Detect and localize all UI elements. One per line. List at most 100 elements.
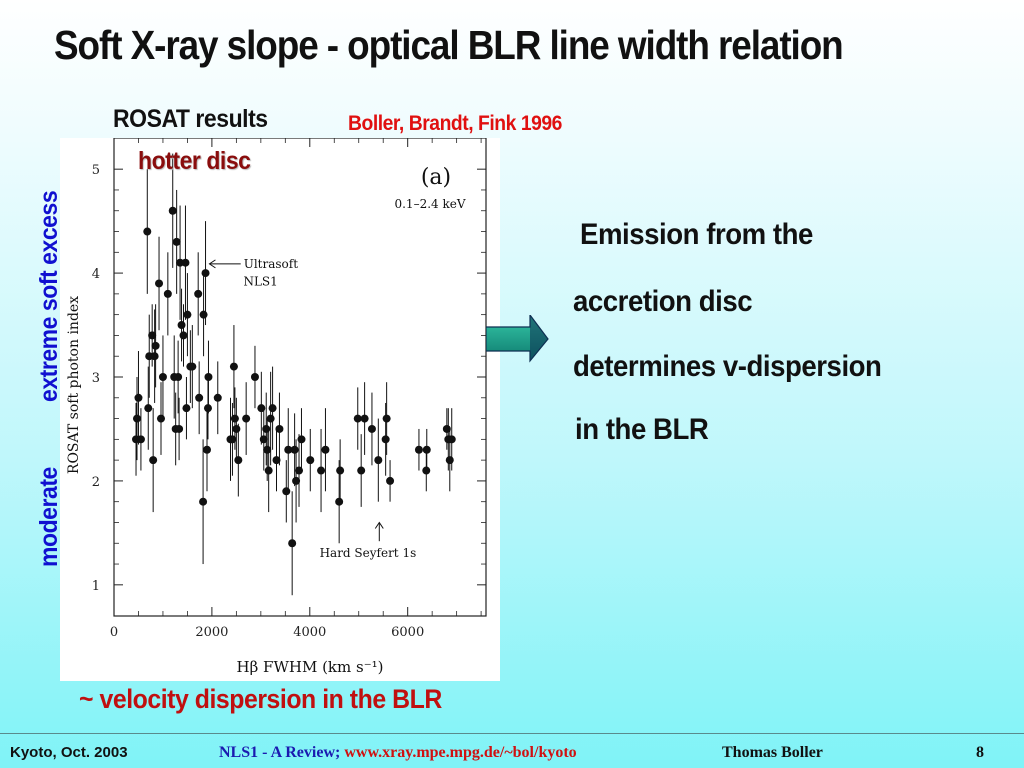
data-point xyxy=(284,445,293,454)
data-point xyxy=(194,289,203,298)
data-point xyxy=(382,414,391,423)
y-tick-label: 4 xyxy=(92,267,100,282)
data-point xyxy=(134,393,143,402)
x-tick-label: 6000 xyxy=(391,625,424,640)
body-line-3: determines v-dispersion xyxy=(573,350,882,383)
data-point xyxy=(195,393,204,402)
data-point xyxy=(177,321,186,330)
data-point xyxy=(174,373,183,381)
data-point xyxy=(175,424,184,433)
body-line-2: accretion disc xyxy=(573,285,753,318)
data-point xyxy=(263,445,272,454)
data-point xyxy=(232,424,241,433)
chart-points xyxy=(132,153,456,596)
data-point xyxy=(321,445,330,454)
data-point xyxy=(204,373,213,381)
data-point xyxy=(445,456,454,465)
data-point xyxy=(168,206,177,215)
data-point xyxy=(172,237,181,246)
body-line-1: Emission from the xyxy=(580,218,813,251)
data-point xyxy=(182,404,191,413)
data-point xyxy=(181,258,190,267)
body-line-4: in the BLR xyxy=(575,413,709,446)
y-tick-label: 1 xyxy=(92,579,100,594)
data-point xyxy=(297,435,306,444)
data-point xyxy=(188,362,197,371)
chart-labels: 0 2000 4000 6000 1 2 3 4 5 Hβ FWHM (km s⁻¹) ROSAT … xyxy=(66,163,466,676)
footer-location-date: Kyoto, Oct. 2003 xyxy=(10,744,128,761)
data-point xyxy=(292,476,301,485)
data-point xyxy=(136,435,145,444)
velocity-caption: ~ velocity dispersion in the BLR xyxy=(79,684,442,714)
data-point xyxy=(230,414,239,423)
data-point xyxy=(360,414,369,423)
citation: Boller, Brandt, Fink 1996 xyxy=(348,112,562,135)
data-point xyxy=(442,424,451,433)
data-point xyxy=(163,289,172,298)
data-point xyxy=(288,539,297,548)
data-point xyxy=(203,445,211,454)
data-point xyxy=(158,373,167,381)
x-tick-label: 2000 xyxy=(195,625,228,640)
data-point xyxy=(381,435,390,444)
data-point xyxy=(447,435,456,444)
data-point xyxy=(317,466,326,475)
slide-title: Soft X-ray slope - optical BLR line widt… xyxy=(54,22,844,68)
data-point xyxy=(272,456,281,465)
data-point xyxy=(336,466,345,475)
data-point xyxy=(242,414,251,423)
right-arrow-icon xyxy=(486,315,549,363)
y-tick-label: 3 xyxy=(92,371,100,386)
data-point xyxy=(275,424,284,433)
footer-divider xyxy=(0,733,1024,734)
data-point xyxy=(213,393,222,402)
data-point xyxy=(306,456,315,465)
chart-axes xyxy=(113,138,487,617)
data-point xyxy=(357,466,366,475)
footer-review: NLS1 - A Review; www.xray.mpe.mpg.de/~bo… xyxy=(219,744,577,762)
footer-author: Thomas Boller xyxy=(722,744,823,761)
data-point xyxy=(229,362,238,371)
energy-band-label: 0.1–2.4 keV xyxy=(394,197,465,211)
data-point xyxy=(250,373,259,381)
data-point xyxy=(282,487,291,496)
scatter-plot: 0 2000 4000 6000 1 2 3 4 5 Hβ FWHM (km s⁻¹) ROSAT … xyxy=(60,138,500,681)
data-point xyxy=(374,456,383,465)
data-point xyxy=(183,310,192,319)
panel-label: (a) xyxy=(421,165,451,190)
hard-seyfert-arrowhead-icon xyxy=(374,521,384,529)
annotation-ultrasoft: Ultrasoft xyxy=(244,257,298,271)
ultrasoft-arrowhead-icon xyxy=(208,259,216,269)
data-point xyxy=(353,414,362,423)
data-point xyxy=(151,341,160,350)
data-point xyxy=(335,497,344,506)
data-point xyxy=(234,456,243,465)
data-point xyxy=(264,466,273,475)
data-point xyxy=(155,279,164,288)
data-point xyxy=(290,445,299,454)
data-point xyxy=(386,476,395,485)
data-point xyxy=(156,414,165,423)
page-number: 8 xyxy=(976,744,984,761)
y-axis-title: ROSAT soft photon index xyxy=(66,296,82,474)
hotter-disc-label: hotter disc xyxy=(138,147,251,175)
annotation-hard-seyfert: Hard Seyfert 1s xyxy=(320,546,417,560)
data-point xyxy=(149,456,158,465)
data-point xyxy=(150,352,159,361)
annotation-nls1: NLS1 xyxy=(243,275,277,289)
footer-url[interactable]: www.xray.mpe.mpg.de/~bol/kyoto xyxy=(344,744,577,761)
data-point xyxy=(143,227,152,236)
y-tick-label: 2 xyxy=(92,475,100,490)
x-axis-title: Hβ FWHM (km s⁻¹) xyxy=(237,658,384,676)
data-point xyxy=(367,424,376,433)
data-point xyxy=(422,445,431,454)
x-tick-label: 0 xyxy=(110,625,118,640)
data-point xyxy=(199,310,208,319)
data-point xyxy=(144,404,153,413)
data-point xyxy=(133,414,142,423)
chart-svg: 0 2000 4000 6000 1 2 3 4 5 Hβ FWHM (km s⁻¹) ROSAT … xyxy=(66,138,487,676)
data-point xyxy=(201,269,210,278)
y-tick-label: 5 xyxy=(92,163,100,178)
data-point xyxy=(179,331,188,340)
rosat-results-label: ROSAT results xyxy=(113,105,268,133)
